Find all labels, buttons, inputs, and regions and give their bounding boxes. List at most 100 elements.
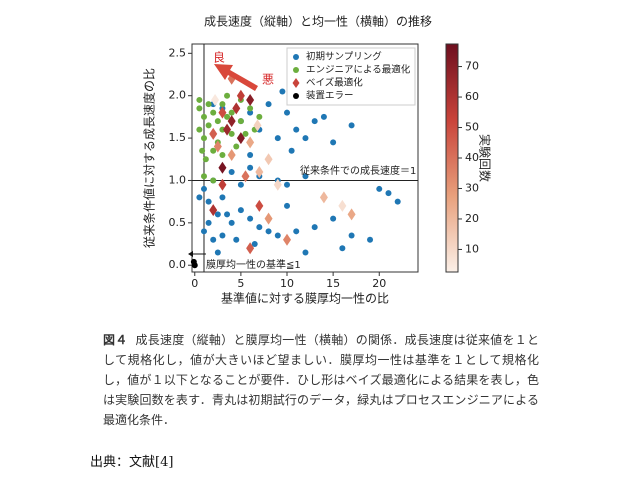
point [302,135,309,142]
point [196,105,203,112]
point [214,211,221,218]
point [251,241,258,248]
point [200,173,207,180]
limit-arrowhead [188,251,193,257]
y-tick-label: 0.5 [169,216,187,229]
colorbar-tick-label: 40 [465,151,479,164]
point [210,177,217,184]
y-tick-label: 2.0 [169,89,187,102]
x-tick-label: 5 [237,277,244,290]
point [330,139,337,146]
diamond-point [218,161,227,174]
point [247,109,254,116]
annotation: 従来条件での成長速度＝1 [300,164,416,177]
point [330,215,337,222]
point [210,147,217,154]
point [284,181,291,188]
diamond-point [236,89,245,102]
colorbar-tick-label: 70 [465,60,479,73]
point [219,232,226,239]
y-tick-label: 1.0 [169,173,187,186]
diamond-point [347,208,356,221]
annotation: 良 [213,50,225,65]
colorbar-tick-label: 20 [465,212,479,225]
x-tick-label: 10 [280,277,294,290]
point [219,126,226,133]
point [228,130,235,137]
point [288,147,295,154]
good-arrow [214,64,258,91]
diamond-point [264,212,273,225]
point [367,236,374,243]
diamond-point [213,140,222,153]
point [293,228,300,235]
point [274,135,281,142]
point [224,113,231,120]
point [247,164,254,171]
x-tick-label: 0 [191,277,198,290]
chart: 成長速度（縦軸）と均一性（横軸）の推移 0 5 10 15 20 0.0 0.5 1.0 1.5… [142,14,493,306]
colorbar [445,43,459,273]
point [200,228,207,235]
point [302,249,309,256]
caption-text: 成長速度（縦軸）と膜厚均一性（横軸）の関係．成長速度は従来値を１として規格化し，… [103,333,539,427]
diamond-point [211,93,220,106]
point [205,122,212,129]
diamond-point [223,123,232,136]
point [196,126,203,133]
colorbar-label: 実験回数 [478,134,493,182]
point [228,168,235,175]
point [394,198,401,205]
diamond-point [253,119,262,132]
point [214,249,221,256]
diamond-point [227,149,236,162]
point [256,113,263,120]
point [311,224,318,231]
diamond-point [273,178,282,191]
point [224,92,231,99]
point [233,236,240,243]
legend-label: エンジニアによる最適化 [306,64,411,76]
diamond-point [246,93,255,106]
colorbar-tick-label: 10 [465,242,479,255]
diamond-point [232,102,241,115]
diamond-point [236,132,245,145]
points [190,72,401,269]
colorbar-tick-label: 50 [465,121,479,134]
chart-title: 成長速度（縦軸）と均一性（横軸）の推移 [204,14,432,29]
diamond-point [241,170,250,183]
y-tick-label: 1.5 [169,131,187,144]
diamond-point [246,242,255,255]
point [202,156,209,163]
point [339,245,346,252]
point [279,88,286,95]
diamond-point [319,191,328,204]
point [205,198,212,205]
source: 出典：文献[4] [90,455,174,470]
y-axis-label: 従来条件値に対する成長速度の比 [142,68,157,248]
point [247,105,254,112]
point [219,152,226,159]
point [200,135,207,142]
point [210,236,217,243]
point [205,219,212,226]
point [224,211,231,218]
point [247,215,254,222]
diamond-point [283,233,292,246]
point [219,101,226,108]
caption: 図４ 成長速度（縦軸）と膜厚均一性（横軸）の関係．成長速度は従来値を１として規格化… [103,330,539,430]
point [293,126,300,133]
point [256,224,263,231]
point [274,232,281,239]
diamond-point [246,136,255,149]
legend-label: ベイズ最適化 [306,77,363,89]
point [219,194,226,201]
point [284,109,291,116]
legend-marker [292,78,300,88]
x-tick-label: 15 [326,277,340,290]
legend-label: 初期サンプリング [306,51,382,63]
diamond-point [227,115,236,128]
diamond-point [255,165,264,178]
caption-label: 図４ [103,333,128,347]
